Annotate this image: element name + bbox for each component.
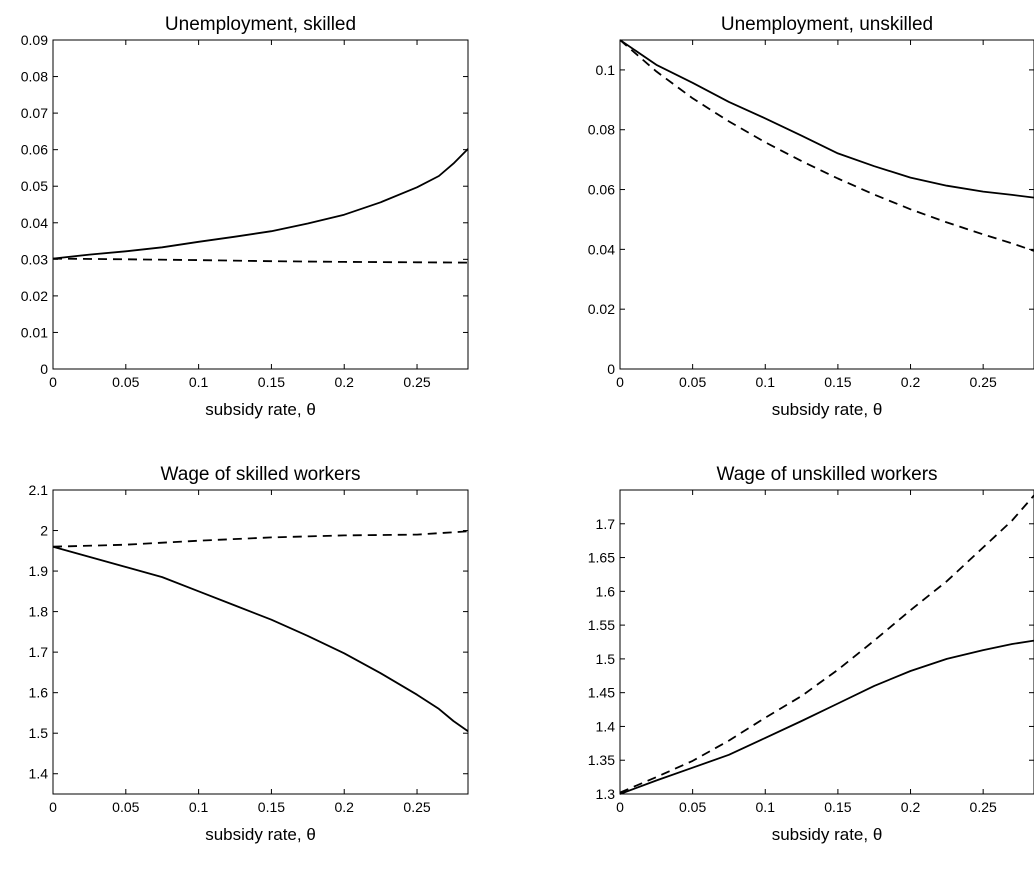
y-tick-label: 1.55 [588, 617, 615, 633]
y-tick-label: 1.4 [596, 718, 616, 734]
y-tick-label: 1.8 [29, 604, 49, 620]
x-tick-label: 0.1 [756, 374, 776, 390]
x-tick-label: 0 [49, 799, 57, 815]
x-tick-label: 0.05 [112, 374, 139, 390]
y-tick-label: 0.08 [21, 69, 48, 85]
series-line-dashed [52, 530, 469, 548]
x-tick-label: 0 [49, 374, 57, 390]
x-tick-label: 0.1 [189, 374, 209, 390]
x-tick-label: 0.1 [189, 799, 209, 815]
x-tick-label: 0.2 [901, 374, 921, 390]
series-line-solid [619, 639, 1034, 795]
chart-title: Wage of unskilled workers [716, 464, 937, 485]
x-axis-label: subsidy rate, θ [772, 825, 883, 844]
x-tick-label: 0.05 [112, 799, 139, 815]
x-tick-label: 0.25 [970, 374, 997, 390]
chart-panel-4: 0 0.05 0.1 0.15 0.2 0.25 1.3 1.35 1.4 1.45 1.5 1.55… [588, 464, 1034, 844]
y-tick-label: 1.4 [29, 766, 49, 782]
x-axis-label: subsidy rate, θ [205, 400, 316, 419]
series-line-dashed [619, 494, 1034, 794]
chart-panel-1: 0 0.05 0.1 0.15 0.2 0.25 0 0.01 0.02 0.03 0.04 0.05… [21, 14, 469, 419]
x-tick-label: 0.2 [901, 799, 921, 815]
chart-title: Unemployment, skilled [165, 14, 356, 35]
chart-panel-3: 0 0.05 0.1 0.15 0.2 0.25 1.4 1.5 1.6 1.7 1.8 1.9 2 2.… [29, 464, 469, 844]
y-tick-label: 1.6 [596, 583, 616, 599]
y-tick-label: 1.9 [29, 563, 49, 579]
x-tick-label: 0.25 [403, 799, 430, 815]
x-tick-label: 0.15 [258, 374, 285, 390]
x-tick-label: 0.15 [824, 374, 851, 390]
plot-frame [619, 39, 1034, 370]
x-tick-label: 0.15 [824, 799, 851, 815]
series-line-dashed [52, 257, 469, 264]
chart-panel-2: 0 0.05 0.1 0.15 0.2 0.25 0 0.02 0.04 0.06 0.08 0.1 U… [588, 14, 1034, 419]
y-tick-label: 0 [40, 361, 48, 377]
x-axis-label: subsidy rate, θ [205, 825, 316, 844]
plot-frame [619, 489, 1034, 795]
x-axis-label: subsidy rate, θ [772, 400, 883, 419]
x-tick-label: 0 [616, 799, 624, 815]
x-tick-label: 0.2 [334, 374, 354, 390]
plot-frame [52, 39, 469, 370]
y-tick-label: 0.06 [588, 182, 615, 198]
x-tick-label: 0.25 [403, 374, 430, 390]
y-tick-label: 1.35 [588, 752, 615, 768]
y-tick-label: 2.1 [29, 482, 49, 498]
y-tick-label: 0.03 [21, 251, 48, 267]
y-tick-label: 2 [40, 523, 48, 539]
series-line-dashed [619, 39, 1034, 252]
y-tick-label: 1.7 [29, 644, 49, 660]
y-tick-label: 1.65 [588, 550, 615, 566]
y-tick-label: 0 [607, 361, 615, 377]
x-tick-label: 0.05 [679, 799, 706, 815]
y-tick-label: 1.5 [29, 725, 49, 741]
plot-frame [52, 489, 469, 795]
y-tick-label: 1.6 [29, 685, 49, 701]
y-tick-label: 0.02 [588, 301, 615, 317]
y-tick-label: 0.09 [21, 32, 48, 48]
y-tick-label: 0.02 [21, 288, 48, 304]
y-tick-label: 0.08 [588, 122, 615, 138]
chart-title: Unemployment, unskilled [721, 14, 933, 35]
y-tick-label: 0.1 [596, 62, 616, 78]
y-tick-label: 0.05 [21, 178, 48, 194]
x-tick-label: 0.25 [970, 799, 997, 815]
y-tick-label: 0.04 [588, 241, 615, 257]
y-tick-label: 0.04 [21, 215, 48, 231]
y-tick-label: 0.06 [21, 142, 48, 158]
x-tick-label: 0 [616, 374, 624, 390]
series-line-solid [52, 545, 469, 732]
y-tick-label: 1.45 [588, 685, 615, 701]
chart-title: Wage of skilled workers [161, 464, 361, 485]
y-tick-label: 1.7 [596, 516, 616, 532]
series-line-solid [619, 39, 1034, 199]
y-tick-label: 0.01 [21, 324, 48, 340]
x-tick-label: 0.15 [258, 799, 285, 815]
y-tick-label: 0.07 [21, 105, 48, 121]
x-tick-label: 0.05 [679, 374, 706, 390]
y-tick-label: 1.3 [596, 786, 616, 802]
series-line-solid [52, 148, 469, 260]
x-tick-label: 0.2 [334, 799, 354, 815]
x-tick-label: 0.1 [756, 799, 776, 815]
y-tick-label: 1.5 [596, 651, 616, 667]
